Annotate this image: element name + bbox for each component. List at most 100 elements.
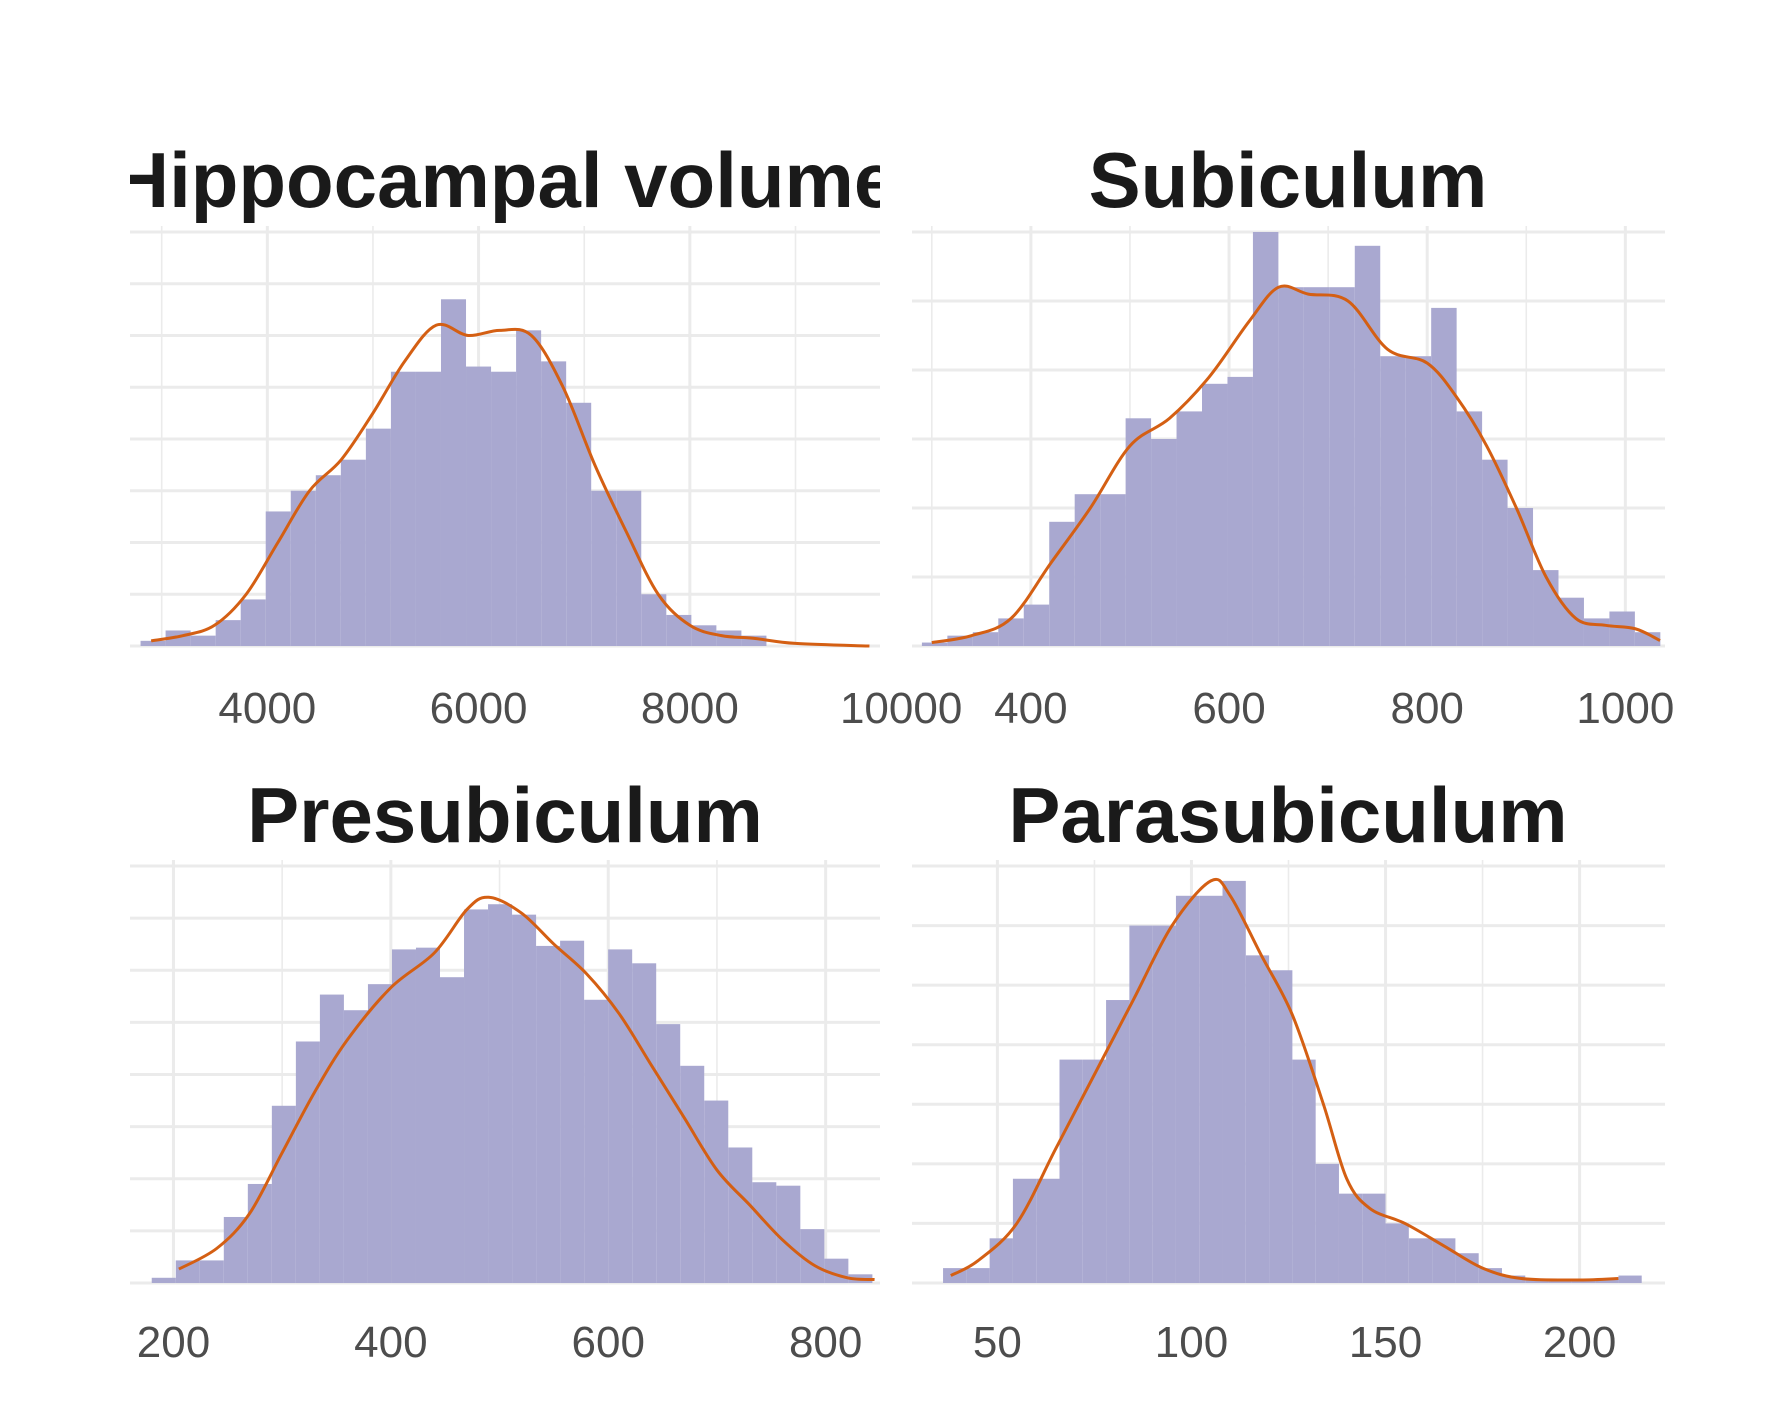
histogram-bar [223,1216,248,1283]
histogram-bar [776,1185,801,1283]
histogram-bar [290,490,316,646]
histogram-bar [591,490,617,646]
histogram-bar [641,594,667,646]
histogram-bar [1106,1000,1130,1283]
histogram-bar [415,371,441,646]
histogram-bar [1405,356,1432,646]
x-tick-label: 150 [1349,1318,1422,1367]
histogram-bar [972,632,999,646]
histogram-bar [1125,418,1152,646]
histogram-bar [1129,925,1153,1283]
histogram-bar [966,1268,990,1283]
histogram-bar [584,999,609,1283]
histogram-bar [800,1229,825,1283]
histogram-bar [215,620,241,646]
histogram-bar [151,1277,176,1283]
histogram-bar [1202,383,1228,646]
histogram-bar [1082,1059,1107,1283]
histogram-bar [741,635,767,646]
x-tick-label: 100 [1155,1318,1228,1367]
histogram-bar [947,635,973,646]
x-tick-label: 600 [572,1318,645,1367]
histogram-bar [728,1147,753,1283]
histogram-bar [390,371,416,646]
density-curve [150,322,870,648]
histogram-bar [921,642,948,646]
histogram-bar [1431,307,1457,646]
x-tick-label: 200 [1543,1318,1616,1367]
histogram-bar [1199,895,1223,1283]
histogram-bar [512,914,537,1283]
histogram-bar [1456,411,1483,646]
histogram-bar [1222,880,1246,1283]
histogram-bar [1525,1280,1549,1283]
histogram-bar [616,490,642,646]
histogram-bar [1571,1280,1596,1283]
histogram-bar [340,459,366,646]
panel-title: Subiculum [1089,136,1488,224]
histogram-bar [190,635,216,646]
histogram-bar [343,1010,368,1283]
histogram-bar [319,994,344,1283]
histogram-bar [1023,604,1050,646]
density-curve [178,895,875,1282]
x-tick-label: 6000 [430,684,528,733]
histogram-bar [1362,1193,1386,1283]
histogram-bar [1482,459,1508,646]
histogram-bar [1507,508,1534,646]
histogram-bar [1338,1193,1363,1283]
histogram-bar [488,904,513,1283]
histogram-bar [391,949,416,1283]
histogram-bar [1278,287,1304,646]
x-tick-label: 1000 [1576,684,1674,733]
histogram-bar [1036,1178,1060,1283]
histogram-bar [704,1100,729,1283]
histogram-bar [1175,895,1200,1283]
histogram-bar [464,909,489,1283]
histogram-bar [440,299,467,646]
x-tick-label: 400 [354,1318,427,1367]
histogram-bar [536,945,561,1283]
histogram-bar [1292,1059,1316,1283]
histogram-bar [516,330,542,646]
histogram-bar [199,1260,224,1283]
histogram-bar [1618,1275,1642,1283]
histogram-bar [541,361,567,646]
histogram-bar [1100,494,1126,646]
histogram-bar [1315,1163,1339,1283]
histogram-bar [1074,494,1101,646]
histogram-bar [367,984,392,1283]
histogram-bar [415,947,440,1283]
histogram-bar [1012,1178,1037,1283]
histogram-bar [1408,1238,1433,1283]
histogram-bar [315,475,341,646]
histogram-bar [1151,439,1177,646]
panel-presubiculum: 200 400 600 800 Presubiculum [130,771,880,1367]
histogram-bar [440,977,465,1283]
histogram-bar [998,618,1024,646]
panel-title: Hippocampal volume [113,136,898,224]
x-tick-label: 800 [1390,684,1463,733]
x-tick-label: 800 [789,1318,862,1367]
histogram-bar [365,428,391,646]
x-tick-label: 8000 [641,684,739,733]
histogram-bar [680,1065,705,1283]
x-tick-label: 400 [994,684,1067,733]
histogram-bar [1152,925,1176,1283]
histogram-bar [1176,411,1203,646]
histogram-bar [491,371,517,646]
histogram-bar [566,402,592,646]
histogram-bar [1455,1253,1479,1283]
histogram-bar [295,1041,320,1283]
histogram-bar [752,1182,777,1283]
histogram-bar [247,1183,272,1283]
x-tick-label: 50 [973,1318,1022,1367]
histogram-bar [1049,521,1075,646]
histogram-bar [466,366,492,646]
x-tick-label: 4000 [218,684,316,733]
x-tick-label: 600 [1192,684,1265,733]
histogram-bar [1303,287,1330,646]
histogram-bar [632,963,657,1283]
histogram-bar [1354,245,1381,647]
